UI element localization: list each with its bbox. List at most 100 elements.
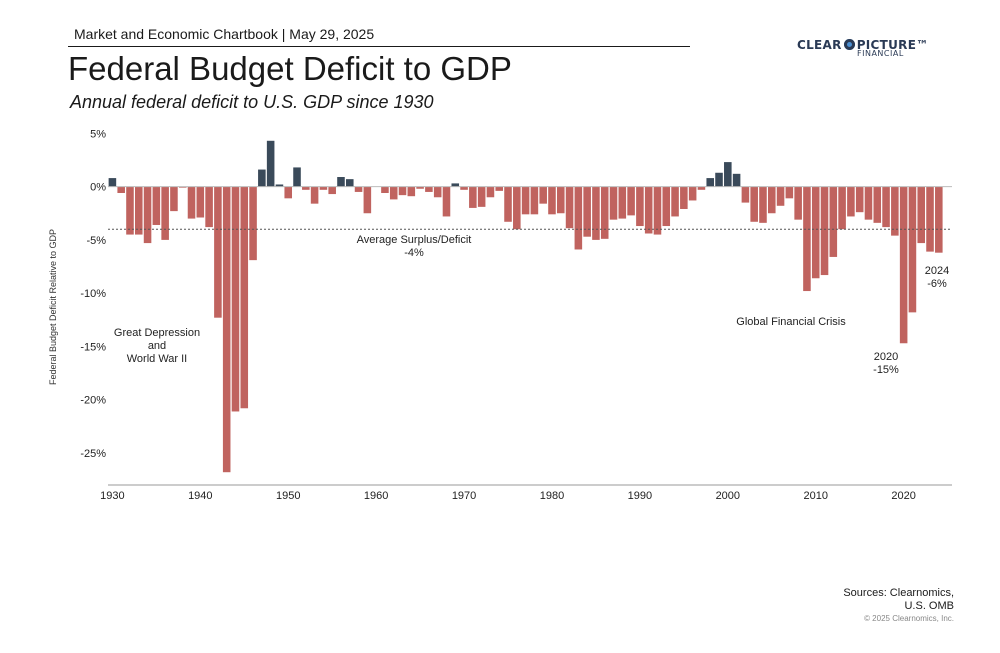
y-tick-label: -20% [80,395,106,407]
bar-1944 [231,186,240,412]
bar-2017 [873,186,882,223]
bar-1934 [143,186,152,244]
bar-1971 [469,186,477,208]
bar-1964 [407,186,416,197]
bar-2005 [767,186,776,214]
bar-1941 [205,186,213,228]
bar-1991 [644,186,653,234]
bar-2000 [724,162,732,187]
bar-1950 [284,186,293,199]
header-divider [68,46,690,47]
bar-2019 [891,186,899,236]
bar-1986 [600,186,609,239]
sources-note: Sources: Clearnomics, U.S. OMB [843,587,954,613]
bar-1936 [161,186,169,240]
bar-1961 [381,186,389,193]
bar-1955 [328,186,336,195]
bar-1946 [249,186,257,261]
annotation-avg: Average Surplus/Deficit [357,234,472,246]
bar-1938 [178,186,187,188]
copyright-note: © 2025 Clearnomics, Inc. [864,614,954,623]
logo-subtext: FINANCIAL [857,49,904,58]
y-tick-label: -25% [80,448,106,460]
bar-1958 [354,186,363,192]
bar-1977 [521,186,530,215]
bar-1956 [337,177,345,187]
x-tick-label: 1930 [100,490,124,502]
bar-1943 [222,186,231,473]
bar-1972 [477,186,486,207]
bar-2023 [926,186,934,252]
bar-1980 [548,186,556,215]
bar-1984 [583,186,591,237]
bar-2012 [829,186,838,257]
bar-1985 [592,186,600,240]
bar-1937 [170,186,178,212]
bar-1997 [697,186,706,190]
bar-1968 [442,186,451,217]
annotation-gd: World War II [127,353,188,365]
bar-1951 [293,167,301,187]
bar-1973 [486,186,495,198]
annotation-y2024: 2024 [925,265,949,277]
bar-2014 [847,186,855,217]
annotation-y2020: 2020 [874,351,898,363]
x-tick-label: 1970 [452,490,476,502]
bar-1940 [196,186,205,218]
bar-1963 [398,186,407,196]
x-tick-label: 1960 [364,490,388,502]
bar-1993 [662,186,671,227]
bar-2020 [899,186,908,344]
y-tick-label: -15% [80,341,106,353]
bar-1987 [609,186,618,220]
bar-1998 [706,178,715,187]
bar-1970 [460,186,468,190]
bar-1999 [715,172,723,187]
bar-2009 [803,186,811,292]
bar-1992 [653,186,662,235]
bar-1962 [389,186,398,200]
logo-text-right: PICTURE™ [856,38,929,52]
sources-line-1: Sources: Clearnomics, [843,587,954,599]
bar-1947 [258,169,266,187]
bar-1969 [451,183,460,187]
bar-1953 [310,186,319,204]
x-tick-label: 1980 [540,490,564,502]
x-tick-label: 2000 [716,490,740,502]
bar-2022 [917,186,926,244]
annotation-gfc: Global Financial Crisis [736,316,846,328]
bar-2018 [882,186,890,228]
bar-1954 [319,186,328,190]
annotation-gd: and [148,340,166,352]
bar-1959 [363,186,372,214]
y-tick-label: 5% [90,128,106,140]
bar-2015 [855,186,864,213]
bar-1933 [134,186,143,235]
bar-1994 [671,186,679,217]
bar-1932 [126,186,134,235]
sources-line-2: U.S. OMB [904,600,954,612]
bar-2006 [776,186,785,206]
bar-1989 [627,186,635,216]
brand-logo: CLEAR PICTURE™ FINANCIAL [797,38,929,58]
y-tick-label: -10% [80,288,106,300]
bar-2003 [750,186,758,222]
bar-2004 [759,186,767,223]
bar-1931 [117,186,125,193]
bar-1995 [680,186,688,209]
bar-1990 [636,186,644,227]
x-tick-label: 1940 [188,490,212,502]
bar-2002 [741,186,750,203]
bar-1982 [565,186,574,229]
bar-1939 [187,186,196,219]
bar-1988 [618,186,627,219]
y-axis-title: Federal Budget Deficit Relative to GDP [48,229,58,385]
logo-mark-icon [843,39,855,50]
bar-1981 [556,186,565,214]
x-tick-label: 2020 [891,490,915,502]
x-tick-label: 1990 [628,490,652,502]
bar-1957 [345,179,354,187]
bar-2007 [785,186,794,199]
bar-1935 [152,186,161,225]
